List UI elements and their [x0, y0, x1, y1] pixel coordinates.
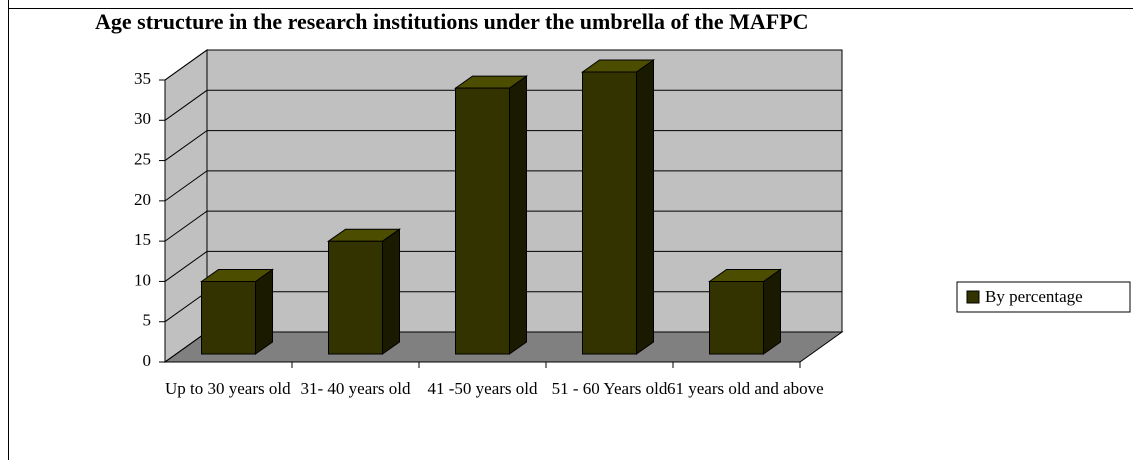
bar-front [709, 280, 764, 355]
y-tick-label: 30 [134, 109, 151, 128]
chart-title: Age structure in the research institutio… [95, 9, 809, 34]
bar-side [636, 59, 654, 355]
bar-front [328, 240, 383, 355]
bar-front [582, 71, 637, 355]
bar [580, 59, 656, 355]
x-tick-label: Up to 30 years old [165, 379, 291, 398]
y-tick-label: 5 [143, 311, 152, 330]
legend-swatch [966, 290, 980, 304]
y-tick-label: 0 [143, 351, 152, 370]
bar-side [255, 268, 273, 355]
legend-box [956, 281, 1131, 313]
bar-side [763, 268, 781, 355]
x-tick-label: 61 years old and above [667, 379, 824, 398]
y-tick-label: 10 [134, 270, 151, 289]
grid-line [164, 49, 842, 81]
y-tick-label: 15 [134, 230, 151, 249]
bar [199, 268, 275, 355]
x-tick-label: 51 - 60 Years old [551, 379, 668, 398]
x-tick-label: 41 -50 years old [427, 379, 538, 398]
bar-front [201, 280, 256, 355]
y-tick-label: 35 [134, 69, 151, 88]
legend-label: By percentage [985, 287, 1083, 306]
bar-side [382, 228, 400, 355]
bar [707, 268, 783, 355]
bar [453, 75, 529, 355]
y-tick-label: 20 [134, 190, 151, 209]
bar-front [455, 87, 510, 355]
bar-side [509, 75, 527, 355]
x-tick-label: 31- 40 years old [300, 379, 411, 398]
bar [326, 228, 402, 355]
y-tick-label: 25 [134, 149, 151, 168]
side-wall [164, 49, 208, 363]
